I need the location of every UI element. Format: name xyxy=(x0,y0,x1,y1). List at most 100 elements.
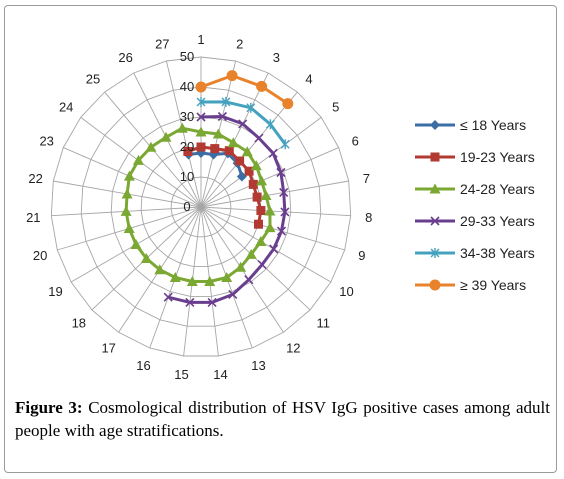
data-point-3-16 xyxy=(169,272,181,282)
category-label-4: 4 xyxy=(305,71,312,86)
data-point-3-14 xyxy=(204,276,216,286)
category-label-3: 3 xyxy=(273,50,280,65)
category-label-24: 24 xyxy=(59,100,73,115)
data-point-2-5 xyxy=(244,166,254,176)
category-label-20: 20 xyxy=(33,248,47,263)
legend-item-1: ≤ 18 Years xyxy=(415,117,526,133)
category-label-22: 22 xyxy=(28,171,42,186)
data-point-4-2 xyxy=(217,111,227,122)
data-point-3-11 xyxy=(245,248,257,259)
category-label-23: 23 xyxy=(39,134,53,149)
data-point-5-2 xyxy=(221,96,231,107)
series-2 xyxy=(183,142,266,229)
data-point-6-1 xyxy=(195,81,207,93)
data-point-2-1 xyxy=(196,142,206,152)
data-point-2-6 xyxy=(248,179,258,189)
category-label-7: 7 xyxy=(363,171,370,186)
data-point-3-25 xyxy=(145,141,157,152)
category-label-18: 18 xyxy=(72,315,86,330)
spoke-7 xyxy=(200,180,349,208)
series-line-6-1 xyxy=(200,74,289,105)
data-point-2-27 xyxy=(183,147,193,156)
category-label-13: 13 xyxy=(251,358,265,373)
data-point-5-1 xyxy=(196,97,206,107)
data-point-3-15 xyxy=(186,276,198,286)
data-point-3-5 xyxy=(250,160,262,171)
category-label-27: 27 xyxy=(155,37,169,52)
spoke-27 xyxy=(165,60,202,208)
category-label-9: 9 xyxy=(358,248,365,263)
data-point-4-16 xyxy=(163,292,173,302)
category-label-8: 8 xyxy=(365,210,372,225)
data-point-3-8 xyxy=(264,205,276,216)
radial-tick-50: 50 xyxy=(180,49,194,64)
data-point-3-6 xyxy=(256,175,268,186)
data-point-4-5 xyxy=(268,148,278,158)
data-point-2-9 xyxy=(254,219,263,229)
legend-label: 34-38 Years xyxy=(460,245,535,261)
data-point-3-4 xyxy=(241,146,253,157)
data-point-5-5 xyxy=(280,139,290,150)
series-4 xyxy=(163,111,290,307)
data-point-4-3 xyxy=(238,119,248,129)
caption-label: Figure 3: xyxy=(15,398,83,417)
series-6 xyxy=(195,70,294,110)
data-point-5-4 xyxy=(265,119,275,130)
data-point-3-27 xyxy=(176,122,188,133)
legend-swatch-marker xyxy=(430,120,440,130)
radial-tick-0: 0 xyxy=(183,199,190,214)
data-point-4-13 xyxy=(228,289,238,299)
data-point-5-3 xyxy=(246,102,256,113)
data-point-4-8 xyxy=(280,207,290,217)
data-point-4-14 xyxy=(207,297,217,307)
category-label-21: 21 xyxy=(26,210,40,225)
radial-tick-labels: 0 10 20 30 40 50 xyxy=(180,49,194,214)
data-point-4-1 xyxy=(196,112,206,122)
data-point-6-3 xyxy=(256,80,268,92)
category-label-16: 16 xyxy=(136,358,150,373)
data-point-3-2 xyxy=(212,128,224,139)
data-point-2-4 xyxy=(235,156,245,166)
data-point-3-23 xyxy=(123,170,135,181)
data-point-3-21 xyxy=(120,205,132,216)
data-point-3-17 xyxy=(154,264,166,275)
radial-tick-30: 30 xyxy=(180,109,194,124)
radial-tick-20: 20 xyxy=(180,139,194,154)
legend-item-5: 34-38 Years xyxy=(415,245,535,261)
legend-item-4: 29-33 Years xyxy=(415,213,535,229)
data-point-6-2 xyxy=(226,70,238,82)
spoke-6 xyxy=(200,147,339,208)
data-point-3-20 xyxy=(123,223,135,233)
legend-item-6: ≥ 39 Years xyxy=(415,277,526,293)
data-point-3-13 xyxy=(221,272,233,282)
series-5 xyxy=(196,96,290,150)
category-label-5: 5 xyxy=(332,100,339,115)
legend-swatch-marker xyxy=(430,248,440,258)
legend-item-2: 19-23 Years xyxy=(415,149,535,165)
data-point-2-3 xyxy=(224,146,234,156)
radial-tick-10: 10 xyxy=(180,169,194,184)
category-labels: 1 234567891011121314151617181920212223242… xyxy=(26,32,372,382)
spoke-5 xyxy=(200,117,322,208)
data-point-3-3 xyxy=(227,137,239,148)
caption-text: Cosmological distribution of HSV IgG pos… xyxy=(15,398,551,440)
category-label-1: 1 xyxy=(197,32,204,47)
data-point-3-26 xyxy=(160,131,172,142)
data-point-3-1 xyxy=(195,126,207,137)
legend-swatch-marker xyxy=(430,152,440,162)
data-point-4-9 xyxy=(276,226,287,236)
data-point-4-7 xyxy=(279,187,289,197)
legend-label: ≥ 39 Years xyxy=(460,277,526,293)
data-point-4-6 xyxy=(276,167,286,178)
grid-ring-10 xyxy=(170,176,232,238)
spoke-8 xyxy=(200,206,351,217)
data-point-4-15 xyxy=(185,297,195,307)
category-label-19: 19 xyxy=(48,284,62,299)
legend-label: ≤ 18 Years xyxy=(460,117,526,133)
legend-swatch-marker xyxy=(429,183,441,194)
category-label-14: 14 xyxy=(213,367,227,382)
data-point-2-2 xyxy=(210,144,220,154)
chart-series xyxy=(120,70,294,307)
data-point-3-24 xyxy=(132,154,144,165)
legend-label: 19-23 Years xyxy=(460,149,535,165)
